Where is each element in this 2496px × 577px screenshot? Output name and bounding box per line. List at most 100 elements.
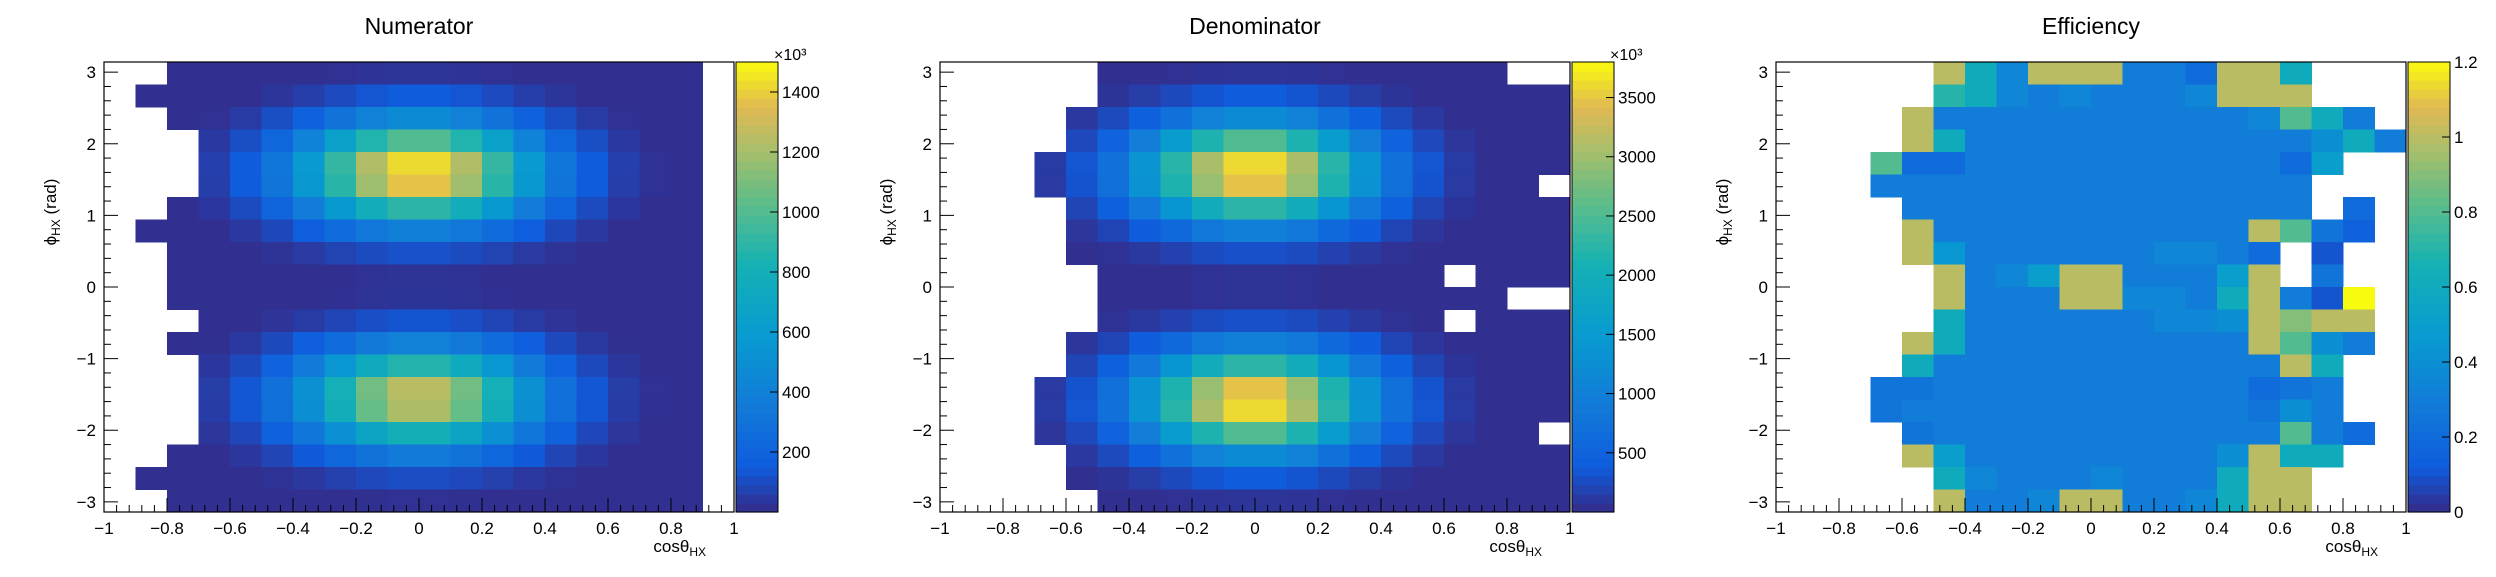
heatmap-cell [576, 422, 609, 445]
heatmap-cell [1475, 152, 1508, 175]
heatmap-cell [2248, 264, 2281, 288]
heatmap-cell [576, 309, 609, 333]
heatmap-cell [1318, 422, 1350, 445]
heatmap-cell [1381, 174, 1413, 198]
heatmap-cell [1034, 174, 1067, 198]
y-axis-label-sub: HX [49, 219, 63, 236]
heatmap-cell [1286, 152, 1319, 175]
heatmap-cell [1444, 489, 1476, 513]
heatmap-cell [482, 354, 514, 378]
heatmap-cell [1349, 287, 1382, 310]
heatmap-cell [608, 377, 640, 400]
heatmap-cell [482, 467, 514, 490]
heatmap-cell [1255, 264, 1287, 288]
heatmap-cell [1507, 84, 1539, 108]
heatmap-cell [513, 197, 546, 220]
heatmap-cell [1286, 422, 1319, 445]
heatmap-cell [1160, 219, 1193, 243]
heatmap-cell [2311, 264, 2344, 288]
heatmap-cell [2343, 197, 2375, 220]
heatmap-cell [1996, 354, 2029, 378]
heatmap-cell [1160, 377, 1193, 400]
heatmap-cell [1412, 287, 1445, 310]
heatmap-cell [1349, 377, 1382, 400]
heatmap-cell [1349, 467, 1382, 490]
heatmap-cell [2217, 354, 2249, 378]
heatmap-cell [576, 332, 609, 355]
heatmap-cell [167, 264, 199, 288]
heatmap-cell [1902, 219, 1934, 243]
heatmap-cell [576, 152, 609, 175]
heatmap-cell [2154, 332, 2186, 355]
y-tick-label: −1 [77, 350, 96, 369]
heatmap-cell [1160, 129, 1193, 153]
heatmap-cell [639, 264, 672, 288]
color-bar-step [736, 341, 778, 351]
heatmap-cell [1318, 377, 1350, 400]
heatmap-cell [1192, 197, 1224, 220]
heatmap-cell [639, 219, 672, 243]
y-tick-label: 2 [923, 135, 932, 154]
heatmap-cell [513, 332, 546, 355]
heatmap-cell [1286, 354, 1319, 378]
heatmap-cell [1129, 287, 1161, 310]
heatmap-cell [230, 197, 262, 220]
heatmap-cell [482, 219, 514, 243]
heatmap-cell [1538, 219, 1571, 243]
x-tick-label: 0.8 [659, 519, 683, 538]
color-bar-step [2408, 62, 2450, 72]
heatmap-cell [513, 467, 546, 490]
heatmap-cell [2091, 242, 2123, 265]
heatmap-cell [482, 84, 514, 108]
heatmap-cell [1507, 399, 1539, 423]
heatmap-cell [230, 332, 262, 355]
heatmap-cell [2091, 399, 2123, 423]
heatmap-cell [324, 422, 357, 445]
heatmap-cell [1349, 332, 1382, 355]
heatmap-cell [230, 399, 262, 423]
heatmap-cell [450, 467, 483, 490]
heatmap-cell [1318, 107, 1350, 130]
heatmap-cell [1192, 489, 1224, 513]
x-tick-label: −0.4 [1112, 519, 1146, 538]
heatmap-cell [1129, 152, 1161, 175]
heatmap-cell [261, 467, 294, 490]
color-bar-tick-label: 0.2 [2454, 428, 2478, 447]
color-bar-step [1572, 413, 1614, 423]
heatmap-cell [1255, 84, 1287, 108]
x-tick-label: 0.4 [1369, 519, 1393, 538]
heatmap-cell [1318, 287, 1350, 310]
color-bar-tick-label: 400 [782, 383, 810, 402]
heatmap-cell [482, 242, 514, 265]
color-bar-step [2408, 323, 2450, 333]
heatmap-cell [1129, 332, 1161, 355]
color-bar-step [736, 296, 778, 306]
heatmap-cell [1381, 399, 1413, 423]
heatmap-cell [1965, 287, 1997, 310]
y-tick-label: 0 [923, 278, 932, 297]
heatmap-cell [2280, 354, 2312, 378]
heatmap-cell [2059, 309, 2092, 333]
heatmap-cell [2091, 377, 2123, 400]
color-bar-step [2408, 71, 2450, 81]
heatmap-cell [1381, 467, 1413, 490]
color-bar-step [2408, 215, 2450, 225]
y-tick-label: −3 [77, 493, 96, 512]
heatmap-cell [2185, 197, 2218, 220]
color-bar-step [2408, 350, 2450, 360]
heatmap-cell [639, 489, 672, 513]
heatmap-cell [2122, 107, 2155, 130]
heatmap-cell [387, 399, 420, 423]
heatmap-cell [1538, 489, 1571, 513]
heatmap-cell [1192, 129, 1224, 153]
heatmap-cell [2248, 489, 2281, 513]
color-bar-step [736, 215, 778, 225]
color-bar: 0 0.2 0.4 0.6 0.8 1 1.2 [2407, 53, 2478, 522]
heatmap-cell [2154, 444, 2186, 468]
heatmap-cell [1223, 107, 1256, 130]
heatmap-cell [2028, 467, 2060, 490]
color-bar-step [2408, 458, 2450, 468]
heatmap-cell [1349, 354, 1382, 378]
heatmap-cell [1475, 467, 1508, 490]
heatmap-cell [419, 152, 451, 175]
